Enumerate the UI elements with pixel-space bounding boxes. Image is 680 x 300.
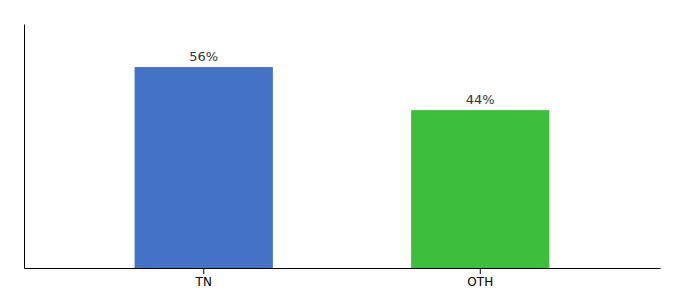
x-tick-label: TN: [195, 275, 212, 289]
x-tick: OTH: [467, 268, 493, 289]
chart-container: TN OTH 56% 44%: [0, 0, 680, 300]
x-axis: TN OTH: [25, 268, 661, 289]
x-axis-line: [25, 268, 661, 269]
bars: [135, 67, 550, 268]
x-tick: TN: [195, 268, 212, 289]
data-label: 44%: [466, 92, 495, 107]
y-axis: [24, 25, 25, 269]
x-tick-mark: [203, 268, 204, 274]
x-tick-mark: [480, 268, 481, 274]
chart-svg: TN OTH 56% 44%: [0, 0, 680, 300]
bar: [135, 67, 273, 268]
y-axis-line: [24, 25, 25, 269]
data-labels: 56% 44%: [189, 49, 494, 107]
x-tick-label: OTH: [467, 275, 493, 289]
bar: [411, 110, 549, 268]
data-label: 56%: [189, 49, 218, 64]
plot-area: TN OTH 56% 44%: [25, 25, 661, 289]
